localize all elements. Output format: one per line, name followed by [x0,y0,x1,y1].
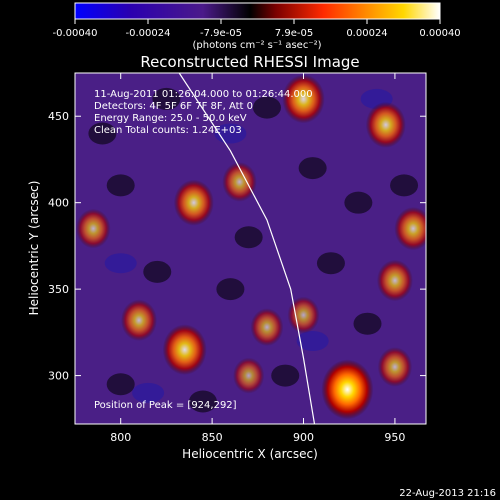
emission-source [250,308,284,347]
emission-source [120,299,157,341]
x-tick-label: 900 [293,431,314,444]
blue-noise-blob [104,253,137,274]
emission-source [287,296,320,334]
colorbar-tick-label: -0.00024 [126,28,171,39]
plot-area [75,73,426,424]
colorbar-tick-label: -7.9e-05 [200,28,242,39]
y-axis: 300 350 400 450 [48,110,426,383]
dark-noise-blob [271,364,300,387]
y-tick-label: 300 [48,370,69,383]
footer-date: 22-Aug-2013 21:16 [399,488,496,499]
emission-source [222,162,257,202]
x-axis-label: Heliocentric X (arcsec) [182,447,318,461]
dark-noise-blob [143,260,172,283]
emission-source [173,179,214,226]
colorbar-tick-label: 0.00024 [346,28,387,39]
emission-source [394,207,426,251]
dark-noise-blob [152,87,181,110]
peak-position-label: Position of Peak = [924,292] [94,400,237,411]
y-tick-label: 350 [48,283,69,296]
annotation-time-range: 11-Aug-2011 01:26:04.000 to 01:26:44.000 [94,89,313,100]
blue-noise-blob [296,331,329,352]
colorbar-tick-label: 7.9e-05 [275,28,313,39]
emission-source [162,324,207,375]
emission-source [76,208,111,249]
colorbar-unit-label: (photons cm⁻² s⁻¹ asec⁻²) [192,40,321,51]
x-tick-label: 950 [384,431,405,444]
solar-limb-curve [178,73,316,424]
colorbar-gradient [74,2,441,20]
colorbar-ticks: -0.00040 -0.00024 -7.9e-05 7.9e-05 0.00024 0.… [53,19,461,39]
plot-frame [74,72,427,425]
emission-source [377,347,413,387]
dark-noise-blob [252,96,281,119]
annotation-clean-counts: Clean Total counts: 1.24E+03 [94,125,242,136]
annotation-detectors: Detectors: 4F 5F 6F 7F 8F, Att 0 [94,101,253,112]
emission-source [282,74,325,124]
x-tick-label: 800 [110,431,131,444]
dark-noise-blob [188,390,217,413]
x-axis: 800 850 900 950 [110,73,405,444]
x-tick-label: 850 [202,431,223,444]
dark-noise-blob [106,174,135,197]
dark-noise-blob [298,157,327,180]
chart-title: Reconstructed RHESSI Image [140,53,359,71]
dark-noise-blob [234,226,263,249]
dark-noise-blob [316,252,345,275]
y-axis-label: Heliocentric Y (arcsec) [27,181,41,316]
emission-sources [76,74,426,420]
colorbar-tick-label: -0.00040 [53,28,98,39]
colorbar: -0.00040 -0.00024 -7.9e-05 7.9e-05 0.00024 0.… [53,2,461,51]
background-texture [88,87,419,413]
y-tick-label: 400 [48,197,69,210]
dark-noise-blob [344,191,373,214]
dark-noise-blob [216,278,245,301]
annotation-energy-range: Energy Range: 25.0 - 50.0 keV [94,113,247,124]
blue-noise-blob [132,382,165,403]
emission-source [321,359,374,420]
dark-noise-blob [390,174,419,197]
emission-source [365,101,406,148]
colorbar-tick-label: 0.00040 [419,28,460,39]
annotation-block: 11-Aug-2011 01:26:04.000 to 01:26:44.000… [94,89,313,411]
emission-source [233,357,265,394]
dark-noise-blob [106,373,135,396]
dark-noise-blob [88,122,117,145]
dark-noise-blob [353,312,382,335]
emission-source [376,259,413,302]
y-tick-label: 450 [48,110,69,123]
